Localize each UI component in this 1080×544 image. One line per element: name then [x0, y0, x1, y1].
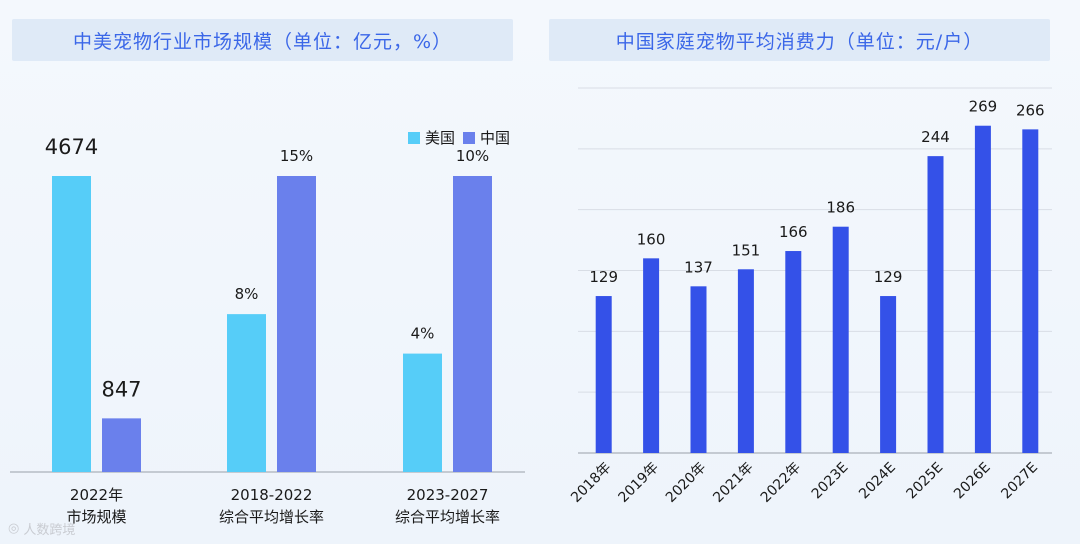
right-bar-1: [643, 258, 660, 453]
bar-china-1: [277, 176, 316, 472]
bar-china-0: [102, 418, 141, 472]
footer-logo-text: 人数跨境: [23, 523, 76, 538]
left-category-label-2-1: 综合平均增长率: [395, 508, 500, 526]
right-category-label-1: 2019年: [616, 460, 662, 506]
legend-swatch-china: [463, 131, 476, 144]
footer-logo: ◎ 人数跨境: [8, 519, 75, 538]
right-bar-2: [690, 286, 707, 453]
right-data-label-1: 160: [637, 230, 666, 248]
left-category-label-0-1: 市场规模: [66, 508, 126, 526]
left-category-label-0-0: 2022年: [70, 486, 123, 504]
right-category-label-0: 2018年: [568, 460, 614, 506]
data-label-usa-2: 4%: [411, 325, 435, 343]
right-data-label-0: 129: [589, 268, 618, 286]
right-bar-8: [974, 125, 991, 453]
right-data-label-8: 269: [969, 98, 998, 116]
right-bar-3: [737, 269, 754, 453]
right-category-label-7: 2025E: [904, 460, 947, 503]
legend-label-china: 中国: [480, 129, 511, 147]
right-category-label-6: 2024E: [856, 460, 899, 503]
right-category-label-5: 2023E: [809, 460, 852, 503]
right-bar-7: [927, 156, 944, 453]
right-data-label-7: 244: [921, 128, 950, 146]
right-chart-title: 中国家庭宠物平均消费力（单位：元/户）: [549, 19, 1050, 61]
right-data-label-4: 166: [779, 223, 808, 241]
left-chart-panel: 中美宠物行业市场规模（单位：亿元，%） 美国 中国 4674 847 2022年市场…: [0, 0, 530, 544]
left-category-label-1-0: 2018-2022: [231, 486, 313, 504]
bar-china-2: [453, 176, 492, 472]
left-chart-title: 中美宠物行业市场规模（单位：亿元，%）: [12, 19, 513, 61]
right-data-label-6: 129: [874, 268, 903, 286]
bar-usa-2: [403, 353, 442, 472]
right-data-label-9: 266: [1016, 101, 1045, 119]
right-bar-5: [832, 226, 849, 453]
right-bar-4: [785, 251, 802, 453]
right-category-label-9: 2027E: [998, 460, 1041, 503]
left-chart-legend: 美国 中国: [408, 127, 510, 148]
legend-swatch-usa: [408, 131, 420, 144]
data-label-china-1: 15%: [280, 147, 313, 165]
legend-item-usa: 美国: [408, 127, 455, 148]
left-category-label-1-1: 综合平均增长率: [219, 508, 324, 526]
legend-item-china: 中国: [463, 127, 510, 148]
legend-label-usa: 美国: [425, 129, 456, 147]
right-category-label-4: 2022年: [758, 460, 804, 506]
right-data-label-2: 137: [684, 258, 713, 276]
footer-logo-icon: ◎: [8, 521, 20, 536]
right-category-label-3: 2021年: [710, 460, 756, 506]
data-label-usa-0: 4674: [45, 135, 98, 159]
bar-usa-0: [52, 176, 91, 472]
right-bar-0: [595, 296, 612, 453]
right-bar-6: [880, 296, 897, 453]
left-category-label-2-0: 2023-2027: [407, 486, 489, 504]
right-data-label-5: 186: [826, 199, 855, 217]
right-data-label-3: 151: [732, 241, 761, 259]
data-label-usa-1: 8%: [235, 285, 259, 303]
right-chart-panel: 中国家庭宠物平均消费力（单位：元/户） 129 2018年 160 2019年 137 2…: [540, 0, 1080, 544]
right-bar-9: [1022, 129, 1039, 453]
right-category-label-2: 2020年: [663, 460, 709, 506]
bar-usa-1: [227, 314, 266, 472]
right-category-label-8: 2026E: [951, 460, 994, 503]
right-chart-plot: 129 2018年 160 2019年 137 2020年 151 2021年 166 2022年…: [568, 87, 1052, 506]
data-label-china-0: 847: [101, 377, 141, 401]
data-label-china-2: 10%: [456, 147, 489, 165]
